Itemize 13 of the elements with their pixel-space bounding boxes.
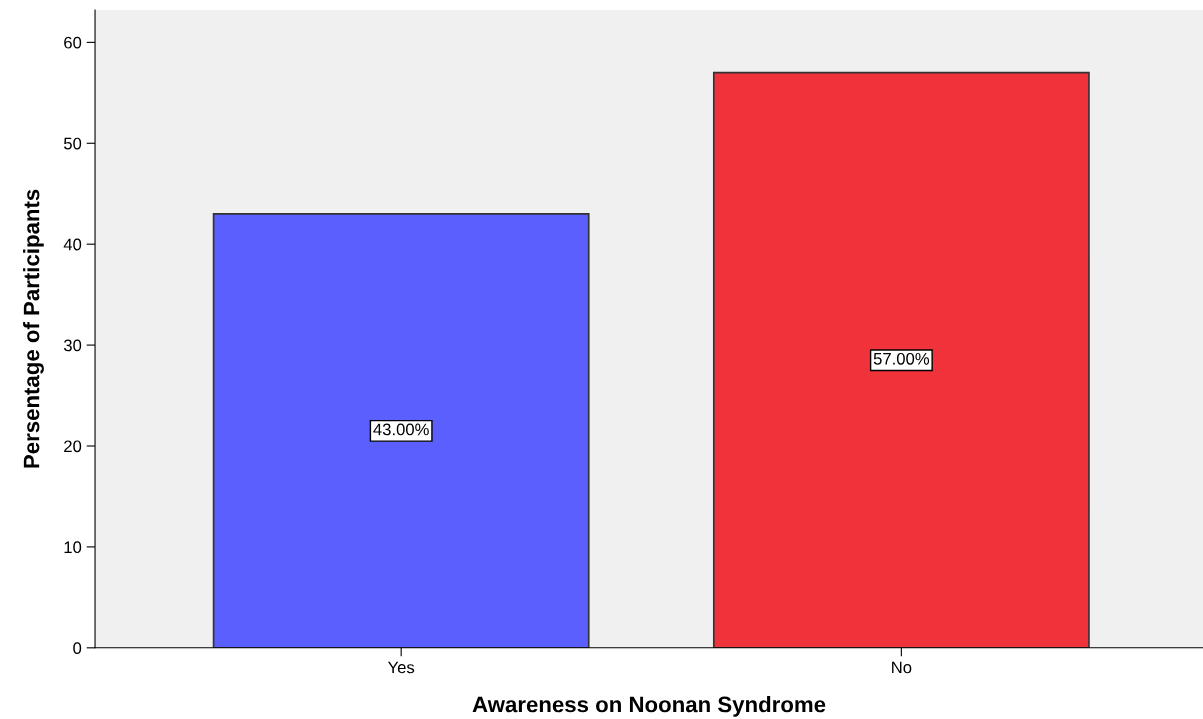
y-tick-label: 40 bbox=[63, 238, 82, 251]
y-tick-label: 30 bbox=[63, 339, 82, 352]
y-tick-label: 60 bbox=[64, 36, 82, 49]
y-tick-label: 20 bbox=[64, 440, 82, 453]
x-tick-label: Yes bbox=[387, 661, 415, 674]
data-label: 57.00% bbox=[873, 352, 930, 365]
y-axis-title: Persentage of Participants bbox=[23, 189, 44, 468]
y-tick-label: 50 bbox=[63, 137, 82, 150]
data-label: 43.00% bbox=[373, 423, 429, 436]
x-tick-label: No bbox=[892, 661, 912, 674]
y-tick-label: 10 bbox=[64, 541, 82, 554]
y-tick-label: 0 bbox=[73, 642, 82, 655]
x-axis-title: Awareness on Noonan Syndrome bbox=[472, 695, 826, 717]
